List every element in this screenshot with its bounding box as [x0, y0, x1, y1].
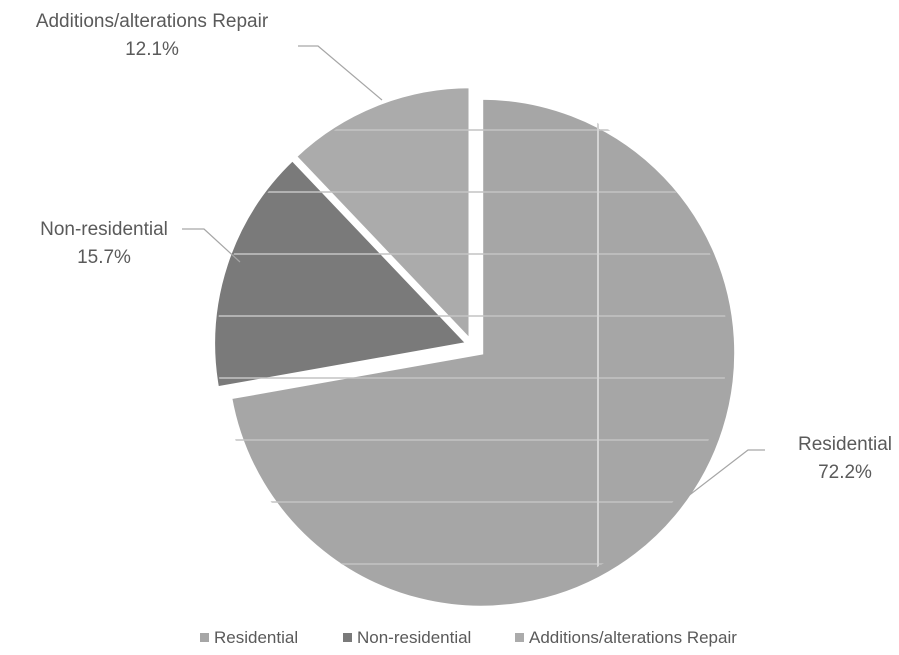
pie-slice-residential — [227, 95, 739, 610]
pie-texture — [217, 110, 727, 600]
legend: Residential Non-residential Additions/al… — [200, 628, 737, 647]
leader-line-additions — [298, 45, 383, 101]
legend-swatch-residential — [200, 633, 209, 642]
legend-swatch-additions — [515, 633, 524, 642]
slice-value-residential: 72.2% — [818, 462, 872, 483]
legend-label-additions: Additions/alterations Repair — [529, 628, 737, 647]
legend-label-residential: Residential — [214, 628, 298, 647]
leader-lines — [182, 45, 765, 511]
pie-slice-non-residential — [211, 156, 473, 391]
slice-name-non-residential: Non-residential — [40, 219, 168, 240]
leader-line-residential — [669, 449, 765, 511]
pie-slices — [211, 84, 739, 610]
slice-value-non-residential: 15.7% — [77, 247, 131, 268]
slice-value-additions: 12.1% — [125, 39, 179, 60]
slice-name-residential: Residential — [798, 434, 892, 455]
slice-name-additions: Additions/alterations Repair — [36, 11, 269, 32]
pie-slice-additions — [291, 84, 473, 347]
legend-swatch-non-residential — [343, 633, 352, 642]
leader-line-non-residential — [182, 228, 241, 263]
data-labels: Residential 72.2% Non-residential 15.7% … — [36, 11, 892, 483]
legend-label-non-residential: Non-residential — [357, 628, 471, 647]
